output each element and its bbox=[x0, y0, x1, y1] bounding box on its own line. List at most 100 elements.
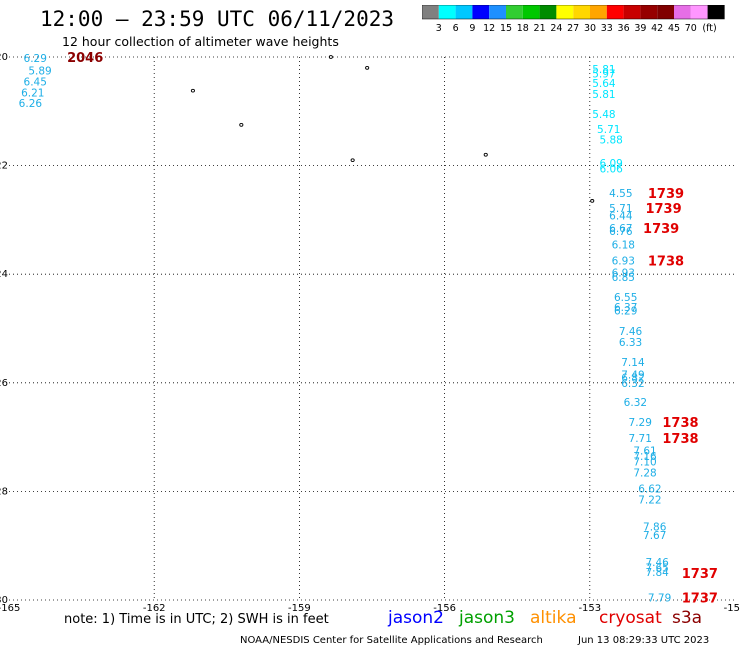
swh-value: 7.46 bbox=[645, 557, 669, 569]
latitude-tick-label: -28 bbox=[0, 486, 8, 497]
colorbar-label: 9 bbox=[469, 23, 475, 34]
swh-value: 7.86 bbox=[643, 522, 667, 534]
pass-time-marker: 2046 bbox=[67, 51, 103, 66]
pass-time-marker: 1739 bbox=[643, 222, 679, 237]
footer-agency: NOAA/NESDIS Center for Satellite Applica… bbox=[240, 635, 543, 646]
latitude-tick-label: -24 bbox=[0, 269, 8, 280]
latitude-tick-label: -26 bbox=[0, 378, 8, 389]
colorbar-swatch bbox=[606, 5, 624, 19]
colorbar-label: 42 bbox=[651, 23, 663, 34]
page-subtitle: 12 hour collection of altimeter wave hei… bbox=[62, 34, 339, 49]
swh-value: 7.71 bbox=[629, 433, 652, 445]
colorbar-swatch bbox=[657, 5, 674, 19]
wave-height-map: -20 -22 -24 -26 -28 -30-165 -162 -159 -156 -153 -1… bbox=[0, 51, 740, 614]
longitude-tick-label: -165 bbox=[0, 603, 20, 614]
pass-time-marker: 1739 bbox=[645, 202, 681, 217]
island-outline bbox=[483, 152, 488, 157]
swh-value: 6.93 bbox=[612, 256, 635, 268]
swh-value: 5.81 bbox=[592, 64, 615, 76]
swh-value: 7.84 bbox=[645, 567, 669, 579]
swh-value: 7.46 bbox=[619, 326, 643, 338]
swh-value: 6.82 bbox=[621, 372, 644, 384]
colorbar-swatch bbox=[539, 5, 557, 19]
swh-value: 6.18 bbox=[612, 239, 635, 251]
colorbar-label: 27 bbox=[567, 23, 579, 34]
colorbar-label: 18 bbox=[517, 23, 529, 34]
pass-time-marker: 1738 bbox=[648, 255, 684, 270]
swh-value: 5.71 bbox=[609, 203, 632, 215]
swh-value: 5.48 bbox=[592, 109, 615, 121]
island-outline bbox=[350, 158, 355, 163]
swh-value: 7.65 bbox=[645, 562, 668, 574]
map-area bbox=[9, 57, 735, 600]
swh-value: 7.29 bbox=[629, 417, 652, 429]
pass-time-marker: 1738 bbox=[662, 432, 698, 447]
swh-value: 5.64 bbox=[592, 78, 616, 90]
longitude-tick-label: -15 bbox=[724, 603, 740, 614]
swh-value: 7.14 bbox=[621, 357, 645, 369]
latitude-tick-label: -20 bbox=[0, 52, 8, 63]
colorbar-label: 12 bbox=[483, 23, 495, 34]
swh-value: 7.22 bbox=[638, 495, 661, 507]
swh-value: 6.55 bbox=[614, 292, 637, 304]
satellite-legend-s3a: s3a bbox=[672, 608, 703, 628]
swh-value: 6.21 bbox=[21, 87, 44, 99]
island-outline bbox=[190, 88, 195, 93]
satellite-legend-jason2: jason2 bbox=[388, 608, 444, 628]
swh-value: 6.44 bbox=[609, 211, 633, 223]
colorbar-swatch bbox=[590, 5, 607, 19]
island-outline bbox=[590, 199, 595, 203]
colorbar-label: 30 bbox=[584, 23, 596, 34]
swh-value: 6.93 bbox=[612, 268, 635, 280]
colorbar-swatch bbox=[690, 5, 708, 19]
colorbar-swatch bbox=[422, 5, 439, 19]
colorbar-swatch bbox=[522, 5, 540, 19]
swh-value: 7.61 bbox=[633, 446, 656, 458]
swh-value: 4.55 bbox=[609, 188, 632, 200]
colorbar-label: 24 bbox=[550, 23, 562, 34]
swh-value: 6.76 bbox=[609, 226, 633, 238]
island-outline bbox=[328, 55, 333, 59]
swh-value: 6.37 bbox=[614, 302, 637, 314]
swh-value: 6.85 bbox=[612, 272, 635, 284]
satellite-legend-cryosat: cryosat bbox=[599, 608, 662, 628]
colorbar-label: 39 bbox=[634, 23, 646, 34]
footer-timestamp: Jun 13 08:29:33 UTC 2023 bbox=[578, 635, 710, 646]
swh-value: 6.32 bbox=[624, 397, 647, 409]
longitude-tick-label: -159 bbox=[288, 603, 311, 614]
colorbar-label: 36 bbox=[618, 23, 630, 34]
latitude-tick-label: -22 bbox=[0, 161, 8, 172]
colorbar-label: 21 bbox=[534, 23, 546, 34]
swh-value: 7.28 bbox=[633, 467, 656, 479]
swh-value: 7.67 bbox=[643, 530, 666, 542]
swh-value: 5.89 bbox=[28, 66, 51, 78]
pass-time-marker: 1739 bbox=[648, 187, 684, 202]
colorbar-swatch bbox=[623, 5, 641, 19]
colorbar-swatch bbox=[674, 5, 691, 19]
swh-value: 6.29 bbox=[614, 306, 637, 318]
swh-value: 6.45 bbox=[24, 76, 47, 88]
island-outline bbox=[365, 66, 370, 70]
swh-value: 6.29 bbox=[24, 53, 47, 65]
colorbar-swatch bbox=[489, 5, 506, 19]
colorbar-label: 70 bbox=[685, 23, 697, 34]
swh-value: 5.71 bbox=[597, 124, 620, 136]
island-outline bbox=[239, 123, 244, 127]
colorbar-label: 33 bbox=[601, 23, 613, 34]
swh-value: 5.97 bbox=[592, 68, 615, 80]
longitude-tick-label: -153 bbox=[578, 603, 601, 614]
latitude-tick-label: -30 bbox=[0, 595, 8, 606]
wave-height-colorbar: 3 6 9 12 15 18 21 24 27 30 33 36 39 42 45 70 (ft) bbox=[422, 5, 725, 34]
colorbar-swatch bbox=[640, 5, 658, 19]
pass-time-marker: 1737 bbox=[682, 591, 718, 606]
swh-value: 6.32 bbox=[621, 378, 644, 390]
swh-value: 7.79 bbox=[648, 592, 671, 604]
colorbar-frame bbox=[422, 5, 725, 20]
satellite-legend-jason3: jason3 bbox=[459, 608, 515, 628]
swh-value: 6.09 bbox=[599, 158, 622, 170]
pass-time-marker: 1737 bbox=[682, 567, 718, 582]
swh-value: 5.88 bbox=[599, 135, 622, 147]
colorbar-label: (ft) bbox=[702, 23, 716, 34]
colorbar-label: 45 bbox=[668, 23, 680, 34]
